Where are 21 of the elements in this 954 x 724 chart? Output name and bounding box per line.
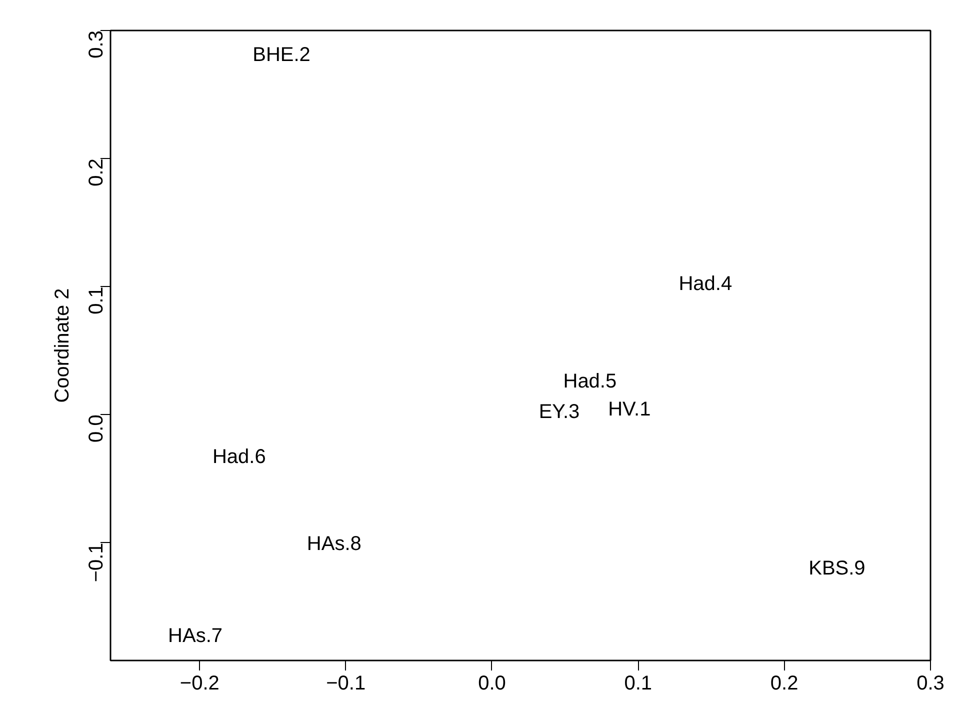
x-tick-label: −0.2	[180, 672, 220, 694]
y-tick-label: 0.1	[86, 286, 108, 314]
x-tick-label: 0.1	[624, 672, 652, 694]
series-label: Had.6	[212, 446, 266, 468]
x-tick-label: −0.1	[326, 672, 366, 694]
y-tick-label: 0.0	[86, 414, 108, 442]
series-label: Had.5	[563, 370, 617, 392]
x-tick-label: 0.2	[770, 672, 798, 694]
series-label: HV.1	[608, 398, 651, 421]
series-label: Had.4	[678, 273, 732, 296]
y-tick-label: 0.2	[86, 158, 108, 186]
y-tick-label: 0.3	[86, 30, 108, 58]
series-label: HAs.8	[306, 532, 362, 555]
series-label: HAs.7	[168, 625, 223, 648]
x-tick-label: 0.0	[478, 672, 506, 694]
series-label: BHE.2	[252, 44, 310, 66]
x-tick-label: 0.3	[916, 672, 944, 694]
y-axis-title: Coordinate 2	[52, 288, 74, 403]
series-label: EY.3	[538, 401, 580, 424]
series-label: KBS.9	[808, 557, 866, 580]
y-tick-label: −0.1	[86, 542, 108, 582]
